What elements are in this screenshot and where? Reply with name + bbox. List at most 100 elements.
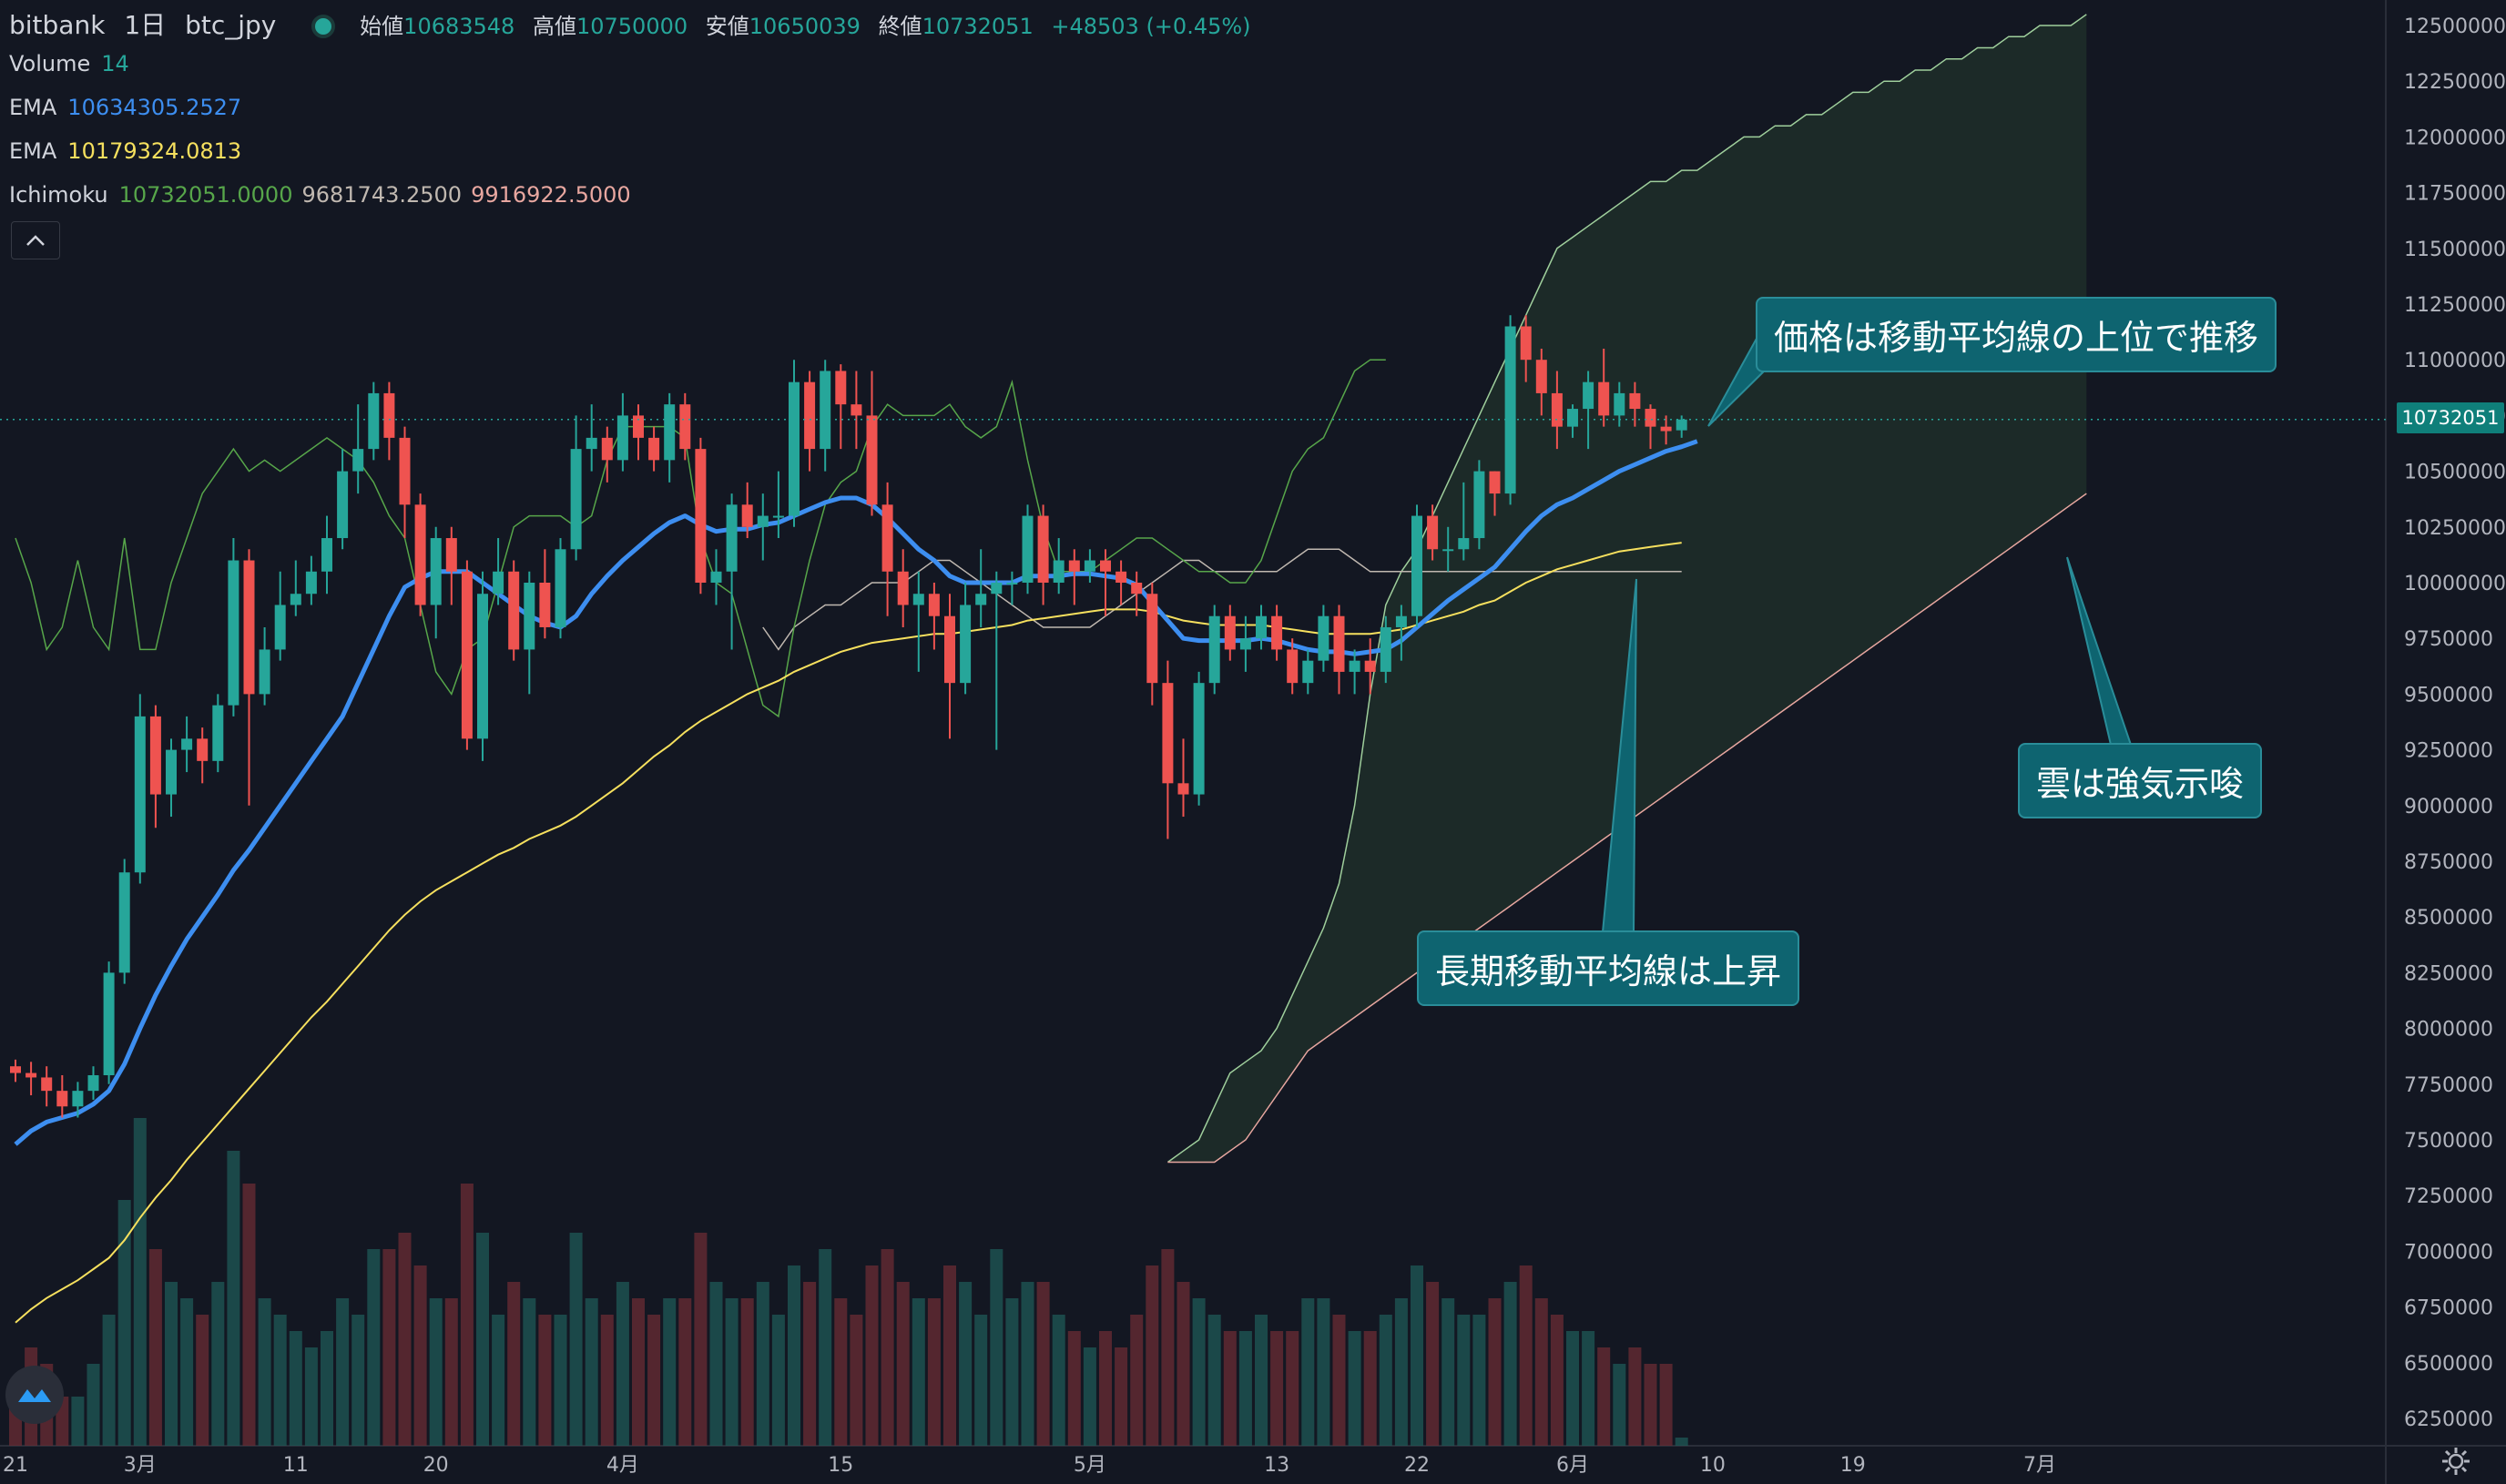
volume-bar: [554, 1315, 567, 1446]
candle-body: [835, 371, 847, 405]
candle-body: [1614, 392, 1625, 416]
candle-body: [383, 392, 395, 438]
candle-body: [368, 392, 380, 450]
x-tick-label: 21: [3, 1454, 28, 1477]
volume-bar: [1099, 1331, 1112, 1446]
candle-body: [1022, 515, 1034, 583]
tradingview-logo[interactable]: [5, 1366, 64, 1424]
candle-body: [570, 449, 582, 550]
candle-body: [881, 504, 893, 572]
pair-name: btc_jpy: [185, 10, 277, 40]
volume-bar: [1566, 1331, 1579, 1446]
volume-bar: [476, 1233, 489, 1446]
ema-fast-label: EMA: [9, 95, 57, 120]
ema-fast-line: [14, 439, 1698, 1146]
candle-body: [1676, 419, 1687, 431]
candle-body: [1442, 549, 1454, 552]
candle-body: [897, 571, 909, 605]
ema-slow-value: 10179324.0813: [67, 138, 242, 164]
interval-label[interactable]: 1日: [124, 10, 167, 40]
candle-body: [726, 504, 738, 572]
ema-fast-legend[interactable]: EMA 10634305.2527: [9, 95, 252, 120]
volume-bar: [1411, 1265, 1423, 1446]
candle-body: [305, 571, 317, 595]
volume-bar: [1207, 1315, 1221, 1446]
candle-body: [1037, 515, 1049, 583]
volume-bar: [289, 1331, 302, 1446]
volume-bar: [1597, 1347, 1611, 1446]
y-tick-label: 6750000: [2404, 1297, 2493, 1320]
volume-bar: [1286, 1331, 1299, 1446]
volume-bar: [771, 1315, 785, 1446]
volume-bar: [242, 1184, 256, 1446]
candle-body: [87, 1075, 99, 1092]
volume-bar: [1115, 1347, 1128, 1446]
volume-bar: [523, 1298, 536, 1446]
volume-bar: [1067, 1331, 1081, 1446]
candle-body: [399, 437, 411, 505]
volume-bar: [1130, 1315, 1144, 1446]
candle-body: [820, 371, 831, 450]
candle-body: [524, 583, 535, 650]
volume-bar: [1457, 1315, 1471, 1446]
volume-bar: [709, 1282, 723, 1446]
ichimoku-value-2: 9681743.2500: [301, 182, 463, 208]
volume-bar: [367, 1249, 381, 1446]
candle-body: [10, 1066, 21, 1073]
volume-bar: [492, 1315, 505, 1446]
ohlc-values: 始値10683548 高値10750000 安値10650039 終値10732…: [360, 14, 1261, 39]
volume-bar: [1192, 1298, 1206, 1446]
volume-bar: [959, 1282, 973, 1446]
volume-bar: [1394, 1298, 1408, 1446]
candle-body: [1115, 571, 1127, 583]
volume-bar: [1177, 1282, 1190, 1446]
candle-body: [321, 538, 332, 572]
candle-body: [290, 594, 301, 605]
candle-body: [928, 594, 940, 616]
volume-bar: [148, 1249, 162, 1446]
candle-body: [1271, 615, 1283, 650]
span-a-line: [1166, 14, 2087, 1164]
candle-body: [414, 504, 426, 605]
x-tick-label: 20: [423, 1454, 449, 1477]
x-tick-label: 7月: [2023, 1454, 2056, 1477]
volume-bar: [1472, 1315, 1486, 1446]
volume-bar: [102, 1315, 116, 1446]
candle-body: [134, 716, 146, 873]
volume-bar: [943, 1265, 956, 1446]
base-line: [762, 548, 1682, 651]
volume-bar: [1363, 1331, 1377, 1446]
volume-bar: [1675, 1438, 1688, 1446]
collapse-legend-button[interactable]: [11, 221, 60, 259]
ema-fast-value: 10634305.2527: [67, 95, 242, 120]
volume-bar: [1582, 1331, 1595, 1446]
volume-bar: [413, 1265, 427, 1446]
volume-bar: [336, 1298, 350, 1446]
candle-body: [1645, 409, 1656, 427]
ichimoku-legend[interactable]: Ichimoku 10732051.0000 9681743.2500 9916922…: [9, 182, 642, 208]
volume-bar: [1426, 1282, 1440, 1446]
volume-bar: [117, 1200, 131, 1446]
y-tick-label: 12250000: [2404, 71, 2506, 94]
candle-body: [912, 594, 924, 605]
volume-bar: [1005, 1298, 1019, 1446]
candle-body: [1458, 538, 1470, 550]
volume-legend[interactable]: Volume 14: [9, 51, 140, 76]
candle-body: [477, 594, 488, 739]
candle-body: [1053, 560, 1065, 583]
ema-slow-legend[interactable]: EMA 10179324.0813: [9, 138, 252, 164]
y-tick-label: 8500000: [2404, 907, 2493, 930]
callout-long-ma-rising: 長期移動平均線は上昇: [1417, 930, 1800, 1006]
volume-bar: [974, 1315, 988, 1446]
candle-body: [1520, 326, 1532, 361]
volume-bar: [616, 1282, 629, 1446]
callout-price-above-ma: 価格は移動平均線の上位で推移: [1756, 297, 2277, 372]
candle-body: [118, 872, 130, 973]
candle-body: [1084, 560, 1095, 572]
low-value: 10650039: [749, 14, 861, 39]
volume-bar: [1021, 1282, 1034, 1446]
candle-body: [166, 749, 177, 795]
volume-bar: [304, 1347, 318, 1446]
settings-gear-icon[interactable]: [2440, 1446, 2471, 1477]
